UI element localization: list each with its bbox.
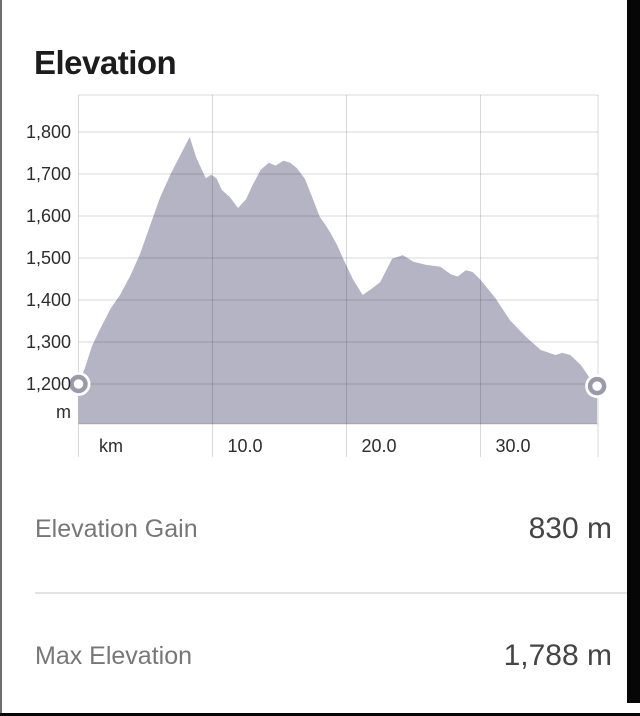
y-axis-unit-label: m bbox=[56, 402, 71, 422]
y-tick-label: 1,700 bbox=[25, 164, 71, 184]
elevation-area bbox=[78, 137, 598, 424]
max-elevation-label: Max Elevation bbox=[35, 641, 193, 670]
row-divider bbox=[35, 592, 640, 594]
y-tick-label: 1,300 bbox=[25, 332, 71, 352]
elevation-gain-value: 830 m bbox=[528, 512, 612, 545]
y-tick-label: 1,600 bbox=[25, 206, 71, 226]
x-tick-label: 20.0 bbox=[361, 436, 397, 456]
x-tick-label: 30.0 bbox=[495, 436, 531, 456]
y-tick-label: 1,500 bbox=[25, 248, 71, 268]
left-edge-border bbox=[0, 0, 2, 716]
x-tick-label: km bbox=[99, 436, 123, 456]
bottom-black-bar bbox=[0, 713, 640, 716]
y-tick-label: 1,400 bbox=[25, 290, 71, 310]
stat-row-max-elevation: Max Elevation 1,788 m bbox=[0, 632, 640, 680]
x-tick-label: 10.0 bbox=[227, 436, 263, 456]
max-elevation-value: 1,788 m bbox=[503, 639, 612, 672]
right-black-bar bbox=[627, 0, 640, 703]
elevation-chart-svg[interactable] bbox=[0, 0, 628, 470]
endpoint-marker bbox=[69, 374, 88, 394]
page-title: Elevation bbox=[34, 44, 177, 82]
stat-row-elevation-gain: Elevation Gain 830 m bbox=[0, 505, 640, 553]
y-tick-label: 1,800 bbox=[25, 122, 71, 142]
elevation-gain-label: Elevation Gain bbox=[35, 514, 198, 543]
endpoint-marker bbox=[587, 376, 607, 396]
y-tick-label: 1,200 bbox=[25, 374, 71, 394]
